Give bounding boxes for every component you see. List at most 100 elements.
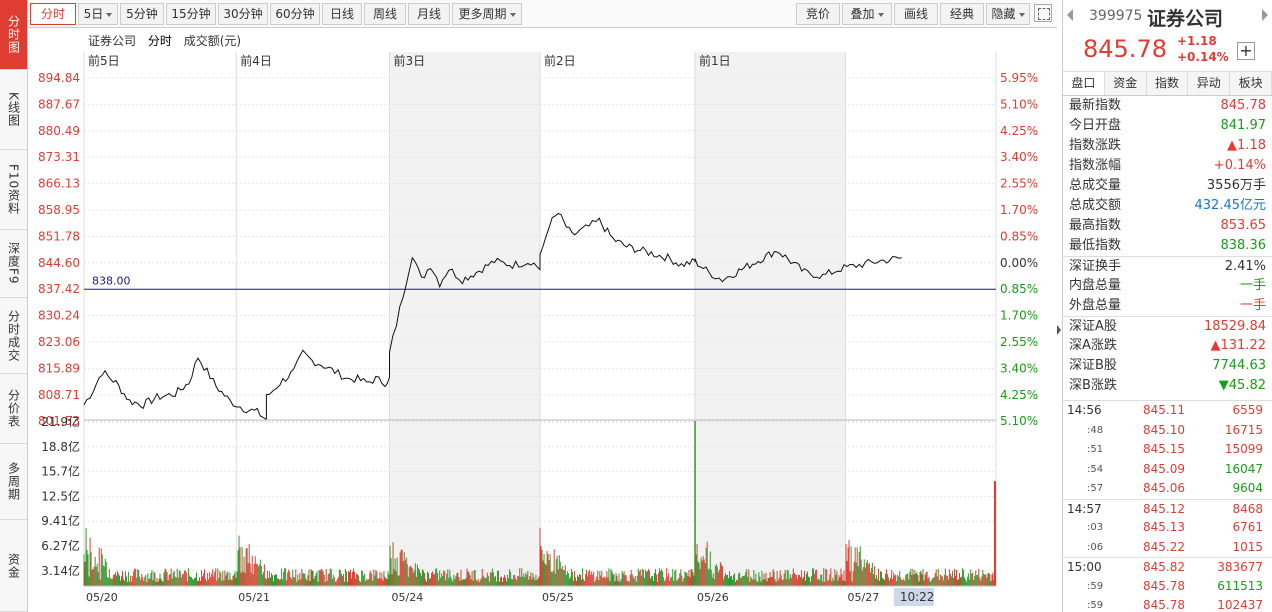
info-label: 深证换手 <box>1069 259 1122 274</box>
info-row: 深证B股 7744.63 <box>1063 356 1272 376</box>
period-button-label: 更多周期 <box>458 7 507 21</box>
tool-button-4[interactable]: 隐藏 <box>986 3 1030 25</box>
tick-volume: 6761 <box>1232 520 1263 534</box>
pct-tick-label: 2.55% <box>1000 335 1038 349</box>
next-security-icon[interactable] <box>1262 9 1268 21</box>
price-tick-label: 873.31 <box>38 150 80 164</box>
info-row: 深B涨跌 ▼45.82 <box>1063 376 1272 396</box>
leftnav-item-7[interactable]: 资金 <box>0 520 27 612</box>
tool-button-1[interactable]: 叠加 <box>842 3 892 25</box>
info-label: 深B涨跌 <box>1069 378 1117 393</box>
period-button-3[interactable]: 15分钟 <box>166 3 216 25</box>
price-tick-label: 830.24 <box>38 309 80 323</box>
leftnav-item-3[interactable]: 深度F9 <box>0 230 27 298</box>
price-line <box>83 212 902 421</box>
price-tick-label: 837.42 <box>38 282 80 296</box>
leftnav-item-5[interactable]: 分价表 <box>0 374 27 444</box>
tick-volume: 8468 <box>1232 501 1263 516</box>
period-button-6[interactable]: 日线 <box>322 3 362 25</box>
period-button-0[interactable]: 分时 <box>30 3 76 25</box>
period-button-9[interactable]: 更多周期 <box>452 3 522 25</box>
leftnav-item-2[interactable]: F10资料 <box>0 150 27 230</box>
info-value: 一手 <box>1239 278 1266 293</box>
pct-tick-label: 5.95% <box>1000 71 1038 85</box>
tick-time: :57 <box>1087 483 1104 494</box>
tick-volume: 6559 <box>1232 403 1263 417</box>
quote-tab-1[interactable]: 资金 <box>1105 72 1147 95</box>
dropdown-caret-icon <box>877 12 884 17</box>
chart-area: 894.84 887.67 880.49 873.31 866.13 858.95 851.… <box>28 28 1057 612</box>
quote-info-list: 最新指数 845.78 今日开盘 841.97 指数涨跌 ▲1.18 指数涨幅 +0.14% 总… <box>1063 96 1272 396</box>
tick-time: :51 <box>1087 444 1104 455</box>
info-label: 内盘总量 <box>1069 278 1122 293</box>
security-code: 399975 <box>1089 8 1143 24</box>
date-tick-label: 05/24 <box>392 591 424 604</box>
quote-panel: 399975 证券公司 845.78 +1.18 +0.14% + 盘口 资金 指数… <box>1062 0 1272 612</box>
tool-button-label: 经典 <box>949 7 974 21</box>
intraday-chart[interactable]: 894.84 887.67 880.49 873.31 866.13 858.95 851.… <box>28 28 1057 612</box>
period-toolbar: 分时 5日 5分钟 15分钟 30分钟 60分钟 日线 周线 月线 更多周期 竞价 叠加 画线 经典 隐藏 <box>28 0 1057 28</box>
leftnav-item-4[interactable]: 分时成交 <box>0 298 27 374</box>
tool-button-2[interactable]: 画线 <box>894 3 938 25</box>
day-label: 前5日 <box>88 53 120 68</box>
date-tick-label: 05/20 <box>86 591 118 604</box>
info-value: 432.45亿元 <box>1194 198 1267 213</box>
tick-time: 14:56 <box>1067 403 1102 417</box>
volume-tick-label: 15.7亿 <box>41 464 80 479</box>
collapse-panel-icon[interactable] <box>1057 321 1062 341</box>
tick-volume: 102437 <box>1217 598 1263 612</box>
tick-time: :59 <box>1087 580 1104 592</box>
fullscreen-icon[interactable] <box>1034 4 1052 22</box>
quote-tab-0[interactable]: 盘口 <box>1063 72 1105 95</box>
add-watchlist-button[interactable]: + <box>1237 42 1255 60</box>
latest-price: 845.78 <box>1083 35 1167 63</box>
tick-row: :51 845.15 15099 <box>1063 440 1272 460</box>
period-button-label: 5日 <box>83 7 104 21</box>
tick-row: 14:56 845.11 6559 <box>1063 401 1272 421</box>
security-name: 证券公司 <box>1147 8 1224 30</box>
price-tick-label: 851.78 <box>38 229 80 243</box>
tick-row: :03 845.13 6761 <box>1063 518 1272 538</box>
quote-tab-3[interactable]: 异动 <box>1188 72 1231 95</box>
period-button-7[interactable]: 周线 <box>364 3 406 25</box>
tick-volume: 383677 <box>1217 560 1263 574</box>
info-label: 最高指数 <box>1069 218 1122 233</box>
quote-tabs: 盘口 资金 指数 异动 板块 <box>1063 72 1272 96</box>
tick-row: :54 845.09 16047 <box>1063 460 1272 480</box>
leftnav-item-6[interactable]: 多周期 <box>0 444 27 520</box>
info-value: 7744.63 <box>1212 358 1266 373</box>
tick-volume: 611513 <box>1217 578 1263 593</box>
period-button-1[interactable]: 5日 <box>78 3 118 25</box>
period-button-2[interactable]: 5分钟 <box>120 3 164 25</box>
tick-time: 15:00 <box>1067 560 1102 574</box>
leftnav-item-1[interactable]: K线图 <box>0 70 27 150</box>
tick-price: 845.78 <box>1143 578 1185 593</box>
quote-tab-4[interactable]: 板块 <box>1230 72 1272 95</box>
tool-button-3[interactable]: 经典 <box>940 3 984 25</box>
leftnav-item-0[interactable]: 分时图 <box>0 0 27 70</box>
price-tick-label: 815.89 <box>38 361 80 375</box>
tick-price: 845.06 <box>1143 481 1185 495</box>
price-tick-label: 844.60 <box>38 256 80 270</box>
info-label: 最低指数 <box>1069 238 1122 253</box>
info-row: 总成交量 3556万手 <box>1063 176 1272 196</box>
tick-time: 14:57 <box>1067 501 1102 516</box>
tool-button-0[interactable]: 竞价 <box>796 3 840 25</box>
info-label: 指数涨跌 <box>1069 138 1122 153</box>
pct-tick-label: 0.85% <box>1000 229 1038 243</box>
price-tick-label: 858.95 <box>38 203 80 217</box>
period-button-5[interactable]: 60分钟 <box>270 3 320 25</box>
time-cursor-bg <box>893 588 934 606</box>
tick-price: 845.22 <box>1143 539 1185 554</box>
tick-price: 845.09 <box>1143 461 1185 476</box>
prev-security-icon[interactable] <box>1067 9 1073 21</box>
period-button-8[interactable]: 月线 <box>408 3 450 25</box>
tick-list: 14:56 845.11 6559:48 845.10 16715:51 845.15 15… <box>1063 400 1272 612</box>
info-label: 总成交额 <box>1069 198 1122 213</box>
info-value: 853.65 <box>1220 218 1267 233</box>
tick-price: 845.10 <box>1143 422 1185 437</box>
period-button-4[interactable]: 30分钟 <box>218 3 268 25</box>
tick-volume: 1015 <box>1232 539 1263 554</box>
quote-tab-2[interactable]: 指数 <box>1147 72 1189 95</box>
period-button-label: 周线 <box>372 7 397 21</box>
